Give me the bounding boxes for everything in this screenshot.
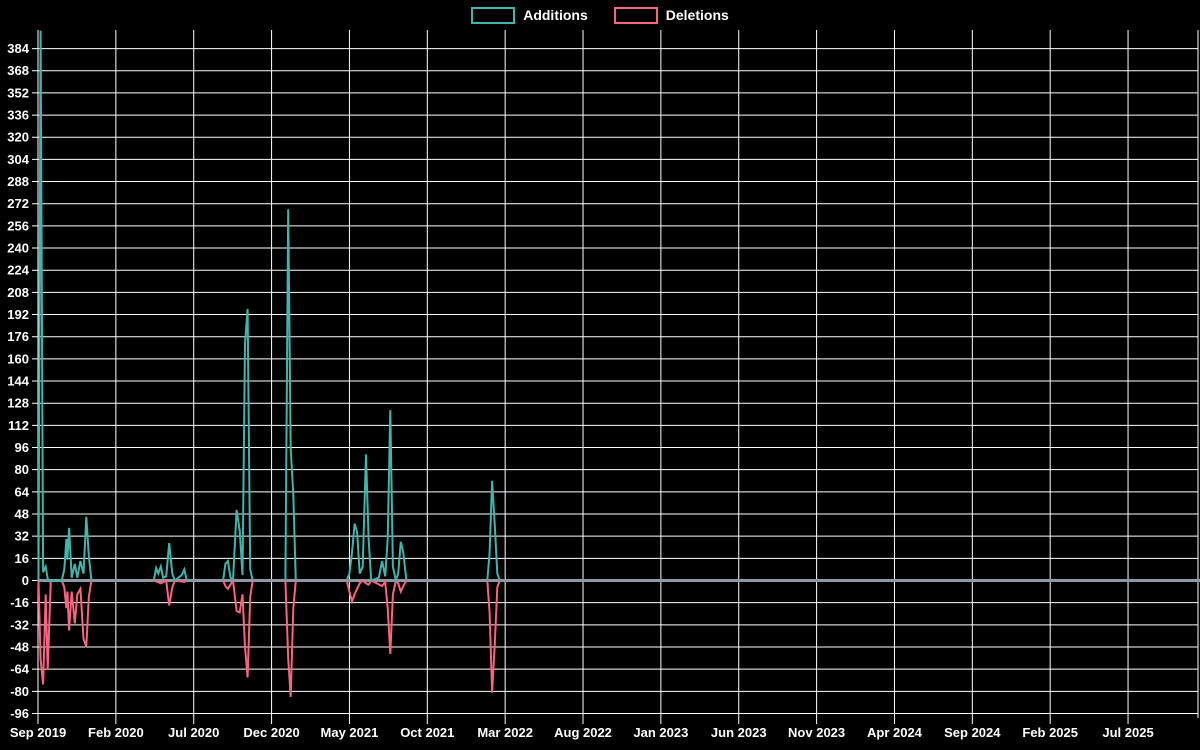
y-tick-label: 16 — [15, 551, 29, 566]
additions-line — [345, 410, 408, 585]
deletions-line — [37, 579, 93, 685]
legend-label-additions: Additions — [523, 7, 588, 23]
y-tick-label: 128 — [7, 396, 29, 411]
additions-line — [222, 308, 254, 583]
y-tick-label: -16 — [10, 595, 29, 610]
x-tick-label: Sep 2019 — [10, 725, 66, 740]
y-tick-label: 384 — [7, 41, 29, 56]
y-tick-label: 192 — [7, 307, 29, 322]
deletions-line — [345, 578, 408, 654]
x-tick-label: Mar 2022 — [477, 725, 533, 740]
y-tick-label: 64 — [15, 484, 30, 499]
y-tick-label: -32 — [10, 617, 29, 632]
y-tick-label: 256 — [7, 218, 29, 233]
y-tick-label: -80 — [10, 684, 29, 699]
y-tick-label: 320 — [7, 130, 29, 145]
y-tick-label: 0 — [22, 573, 29, 588]
x-tick-label: Nov 2023 — [788, 725, 845, 740]
y-tick-label: 272 — [7, 196, 29, 211]
x-tick-label: Oct 2021 — [400, 725, 454, 740]
deletions-line — [284, 580, 297, 697]
y-tick-label: 288 — [7, 174, 29, 189]
y-tick-label: -64 — [10, 662, 30, 677]
y-tick-label: 144 — [7, 374, 29, 389]
legend-item-deletions[interactable]: Deletions — [613, 6, 729, 24]
additions-line — [486, 480, 501, 581]
y-tick-label: 208 — [7, 285, 29, 300]
legend-label-deletions: Deletions — [665, 7, 729, 23]
x-tick-label: Feb 2025 — [1022, 725, 1078, 740]
additions-swatch-icon — [471, 6, 516, 24]
y-tick-label: 96 — [15, 440, 29, 455]
deletions-swatch-icon — [613, 6, 658, 24]
y-tick-label: 32 — [15, 529, 29, 544]
x-tick-label: Dec 2020 — [243, 725, 299, 740]
x-tick-label: Jul 2020 — [168, 725, 219, 740]
x-tick-label: Sep 2024 — [944, 725, 1001, 740]
x-tick-label: Aug 2022 — [554, 725, 612, 740]
x-tick-label: Jul 2025 — [1102, 725, 1153, 740]
y-tick-label: -96 — [10, 706, 29, 721]
y-tick-label: 48 — [15, 507, 29, 522]
y-tick-label: 176 — [7, 329, 29, 344]
x-tick-label: Feb 2020 — [88, 725, 144, 740]
additions-line — [284, 209, 297, 581]
x-tick-label: Jan 2023 — [633, 725, 688, 740]
y-tick-label: 368 — [7, 63, 29, 78]
additions-line — [37, 30, 93, 582]
legend-item-additions[interactable]: Additions — [471, 6, 588, 24]
y-tick-label: 352 — [7, 85, 29, 100]
x-tick-label: Jun 2023 — [711, 725, 767, 740]
deletions-line — [222, 577, 254, 678]
x-tick-label: Apr 2024 — [867, 725, 923, 740]
y-tick-label: 336 — [7, 108, 29, 123]
deletions-line — [486, 580, 501, 693]
y-tick-label: 112 — [8, 418, 29, 433]
y-tick-label: 80 — [15, 462, 29, 477]
additions-line — [152, 542, 188, 583]
deletions-line — [153, 578, 188, 606]
y-tick-label: 160 — [7, 351, 29, 366]
y-tick-label: -48 — [10, 639, 29, 654]
x-tick-label: May 2021 — [321, 725, 379, 740]
y-tick-label: 304 — [7, 152, 29, 167]
chart-legend: Additions Deletions — [0, 6, 1200, 24]
y-tick-label: 224 — [7, 263, 29, 278]
y-tick-label: 240 — [7, 241, 29, 256]
